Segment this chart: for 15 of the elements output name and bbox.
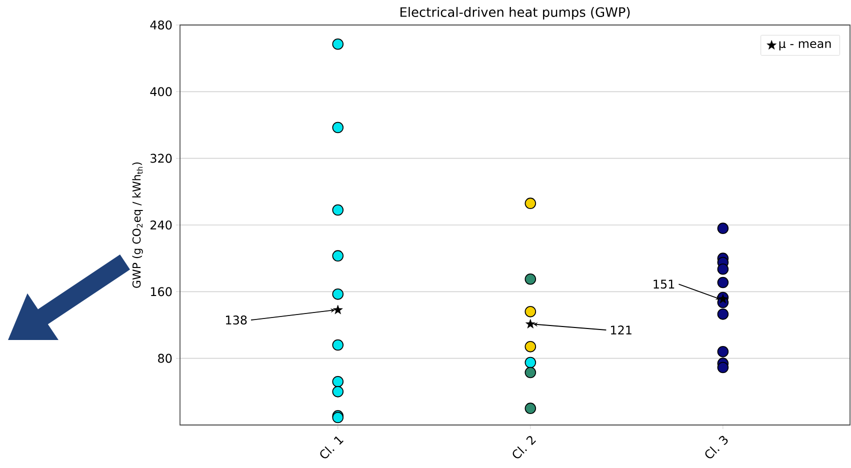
- x-tick-label: Cl. 3: [705, 436, 728, 458]
- y-tick-label: 160: [150, 287, 172, 296]
- annotation: 138: [226, 315, 247, 325]
- y-tick-label: 240: [150, 220, 172, 230]
- annotation: 151: [654, 280, 674, 289]
- y-tick-label: 480: [150, 20, 172, 30]
- x-tick-label: Cl. 1: [320, 436, 344, 458]
- y-axis-title: GWP (g CO$_{2}$eq / kWh$_{th}$): [132, 162, 143, 288]
- y-tick-label: 400: [150, 87, 172, 96]
- y-tick-label: 80: [158, 354, 172, 363]
- y-tick-label: 320: [150, 154, 172, 163]
- legend-label: μ - mean: [779, 41, 831, 50]
- annotation: 121: [611, 326, 632, 334]
- x-tick-label: Cl. 2: [512, 436, 536, 458]
- chart-title: Electrical-driven heat pumps (GWP): [400, 6, 630, 20]
